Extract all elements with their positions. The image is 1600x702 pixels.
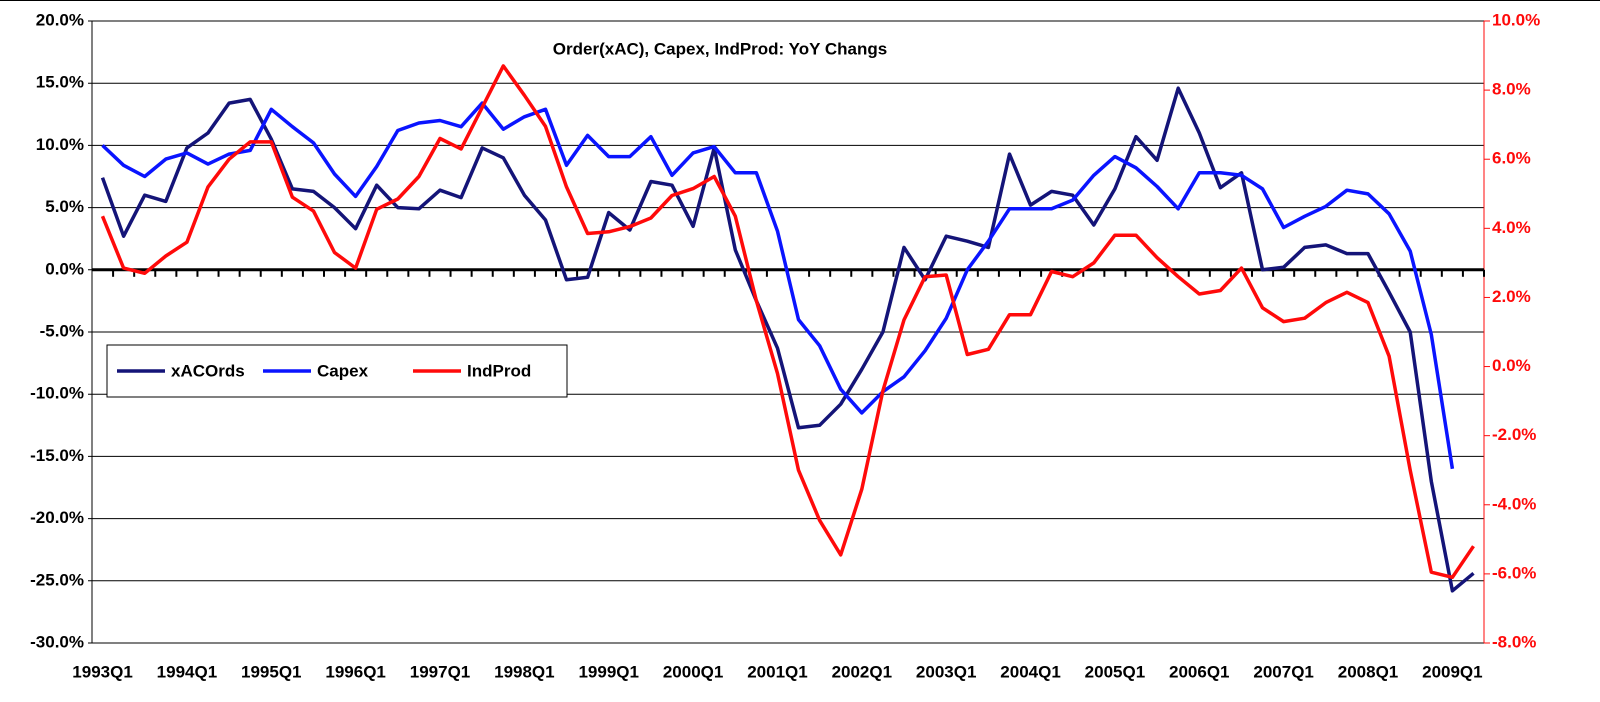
y2-tick-label: 6.0%	[1492, 149, 1531, 168]
y2-tick-label: 0.0%	[1492, 356, 1531, 375]
legend-label: Capex	[317, 361, 369, 380]
y2-tick-label: 2.0%	[1492, 287, 1531, 306]
x-tick-label: 2009Q1	[1422, 662, 1483, 681]
y-tick-label: 20.0%	[36, 10, 84, 29]
series-line	[101, 101, 1455, 470]
y-tick-label: -15.0%	[30, 446, 84, 465]
x-tick-label: 1999Q1	[578, 662, 639, 681]
x-tick-label: 2008Q1	[1338, 662, 1399, 681]
y2-tick-label: -4.0%	[1492, 494, 1536, 513]
x-tick-label: 1998Q1	[494, 662, 555, 681]
y2-tick-label: 8.0%	[1492, 80, 1531, 99]
y-tick-label: -5.0%	[40, 321, 84, 340]
y-tick-label: 5.0%	[45, 197, 84, 216]
legend-label: xACOrds	[171, 361, 245, 380]
x-tick-label: 1995Q1	[241, 662, 302, 681]
x-tick-label: 2006Q1	[1169, 662, 1230, 681]
x-tick-label: 1996Q1	[325, 662, 386, 681]
x-tick-label: 1994Q1	[157, 662, 218, 681]
y-tick-label: 15.0%	[36, 73, 84, 92]
y2-tick-label: -2.0%	[1492, 425, 1536, 444]
legend-box	[106, 344, 568, 398]
y-tick-label: 0.0%	[45, 259, 84, 278]
x-tick-label: 1997Q1	[410, 662, 471, 681]
y2-tick-label: -8.0%	[1492, 632, 1536, 651]
y2-tick-label: 4.0%	[1492, 218, 1531, 237]
y2-tick-label: -6.0%	[1492, 563, 1536, 582]
legend-label: IndProd	[467, 361, 531, 380]
chart-title: Order(xAC), Capex, IndProd: YoY Changs	[553, 39, 887, 58]
x-tick-label: 1993Q1	[72, 662, 133, 681]
y-tick-label: 10.0%	[36, 135, 84, 154]
x-tick-label: 2005Q1	[1085, 662, 1146, 681]
x-tick-label: 2003Q1	[916, 662, 977, 681]
y-tick-label: -10.0%	[30, 384, 84, 403]
y-tick-label: -25.0%	[30, 570, 84, 589]
series-line	[100, 86, 1475, 593]
x-tick-label: 2001Q1	[747, 662, 808, 681]
y2-tick-label: 10.0%	[1492, 10, 1540, 29]
x-tick-label: 2000Q1	[663, 662, 724, 681]
y-tick-label: -30.0%	[30, 632, 84, 651]
x-tick-label: 2004Q1	[1000, 662, 1061, 681]
y-tick-label: -20.0%	[30, 508, 84, 527]
series-line	[100, 64, 1475, 580]
x-tick-label: 2007Q1	[1253, 662, 1314, 681]
x-tick-label: 2002Q1	[832, 662, 893, 681]
